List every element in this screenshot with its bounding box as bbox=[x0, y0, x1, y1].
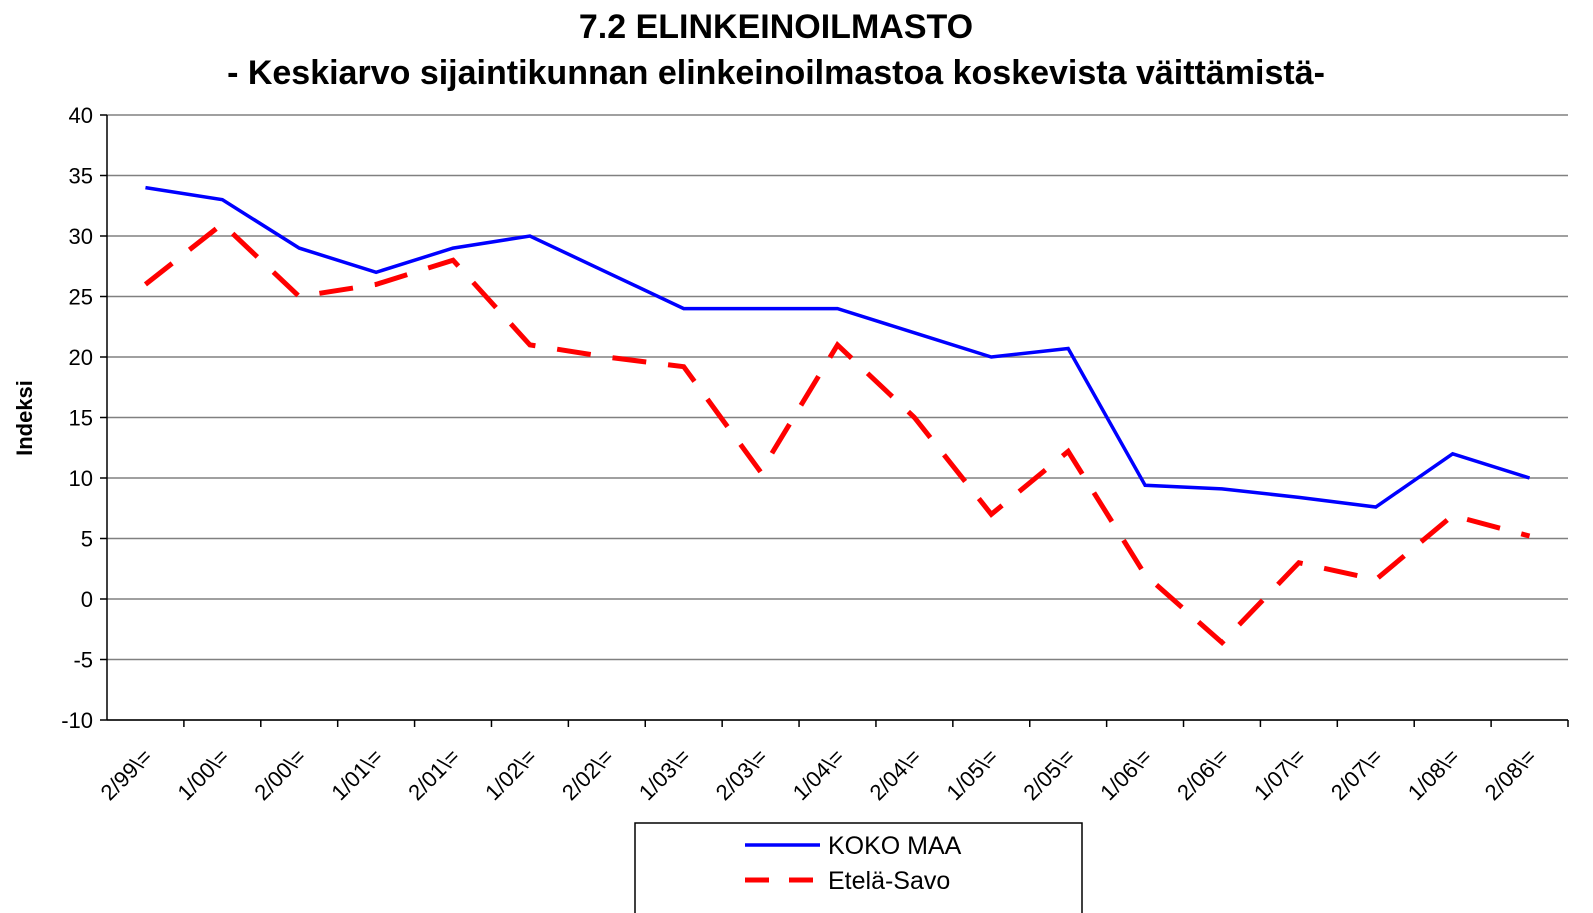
legend bbox=[634, 822, 1083, 913]
x-tick-label: 1/06\= bbox=[1095, 744, 1156, 805]
y-tick-label: 30 bbox=[69, 224, 93, 249]
x-tick-label: 2/03\= bbox=[711, 744, 772, 805]
x-tick-label: 2/06\= bbox=[1172, 744, 1233, 805]
x-tick-label: 1/07\= bbox=[1249, 744, 1310, 805]
y-tick-label: 15 bbox=[69, 406, 93, 431]
y-tick-label: 10 bbox=[69, 466, 93, 491]
series-line bbox=[145, 185, 1531, 509]
x-tick-label: 1/02\= bbox=[480, 744, 541, 805]
y-tick-label: 0 bbox=[81, 587, 93, 612]
x-tick-label: 1/04\= bbox=[788, 744, 849, 805]
y-tick-label: 25 bbox=[69, 285, 93, 310]
y-tick-label: -10 bbox=[61, 708, 93, 733]
x-tick-label: 1/03\= bbox=[634, 744, 695, 805]
series-line bbox=[143, 220, 1531, 647]
legend-label: Etelä-Savo bbox=[828, 867, 950, 895]
x-tick-label: 1/05\= bbox=[941, 744, 1002, 805]
chart-subtitle: - Keskiarvo sijaintikunnan elinkeinoilma… bbox=[227, 54, 1325, 92]
x-tick-label: 2/01\= bbox=[403, 744, 464, 805]
x-tick-label: 2/07\= bbox=[1326, 744, 1387, 805]
y-tick-label: 5 bbox=[81, 527, 93, 552]
x-tick-label: 2/00\= bbox=[249, 744, 310, 805]
x-tick-label: 1/00\= bbox=[173, 744, 234, 805]
x-tick-label: 2/05\= bbox=[1018, 744, 1079, 805]
y-tick-label: -5 bbox=[73, 648, 93, 673]
legend-label: KOKO MAA bbox=[828, 832, 962, 860]
x-tick-label: 2/02\= bbox=[557, 744, 618, 805]
chart-title: 7.2 ELINKEINOILMASTO bbox=[579, 8, 973, 46]
y-tick-label: 40 bbox=[69, 103, 93, 128]
x-tick-label: 2/99\= bbox=[96, 744, 157, 805]
x-tick-label: 2/04\= bbox=[865, 744, 926, 805]
y-tick-label: 35 bbox=[69, 164, 93, 189]
x-tick-label: 1/08\= bbox=[1403, 744, 1464, 805]
y-axis-label: Indeksi bbox=[12, 380, 37, 456]
x-tick-label: 1/01\= bbox=[326, 744, 387, 805]
y-tick-label: 20 bbox=[69, 345, 93, 370]
x-tick-label: 2/08\= bbox=[1480, 744, 1541, 805]
